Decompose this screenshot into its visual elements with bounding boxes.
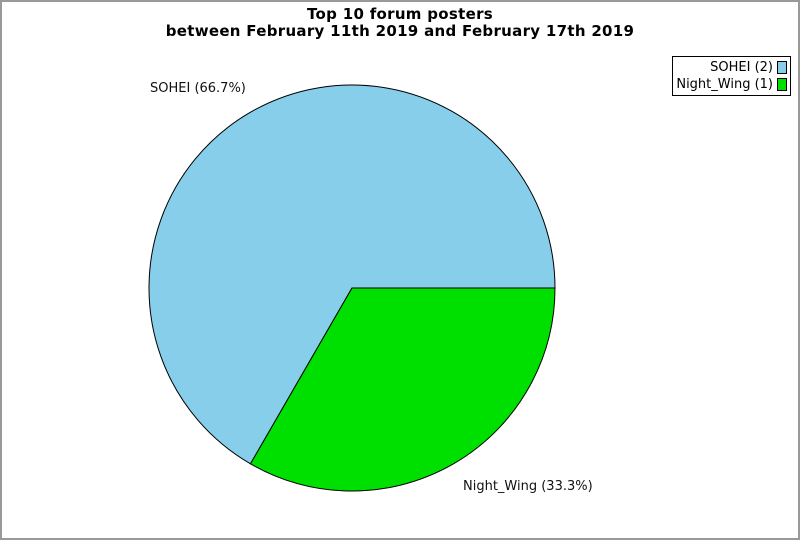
- legend-label: Night_Wing (1): [676, 77, 773, 92]
- slice-label-night-wing: Night_Wing (33.3%): [463, 479, 593, 494]
- legend-swatch: [777, 61, 787, 74]
- legend: SOHEI (2) Night_Wing (1): [672, 56, 791, 96]
- pie-slice-sohei: [148, 84, 556, 465]
- chart-title: Top 10 forum posters between February 11…: [2, 6, 798, 40]
- chart-title-line1: Top 10 forum posters: [307, 5, 493, 23]
- legend-row-night-wing: Night_Wing (1): [676, 76, 787, 93]
- legend-swatch: [777, 78, 787, 91]
- pie-slice-night-wing: [249, 287, 556, 492]
- chart-title-line2: between February 11th 2019 and February …: [165, 22, 635, 40]
- legend-label: SOHEI (2): [710, 60, 773, 75]
- slice-label-sohei: SOHEI (66.7%): [150, 81, 246, 96]
- legend-row-sohei: SOHEI (2): [676, 59, 787, 76]
